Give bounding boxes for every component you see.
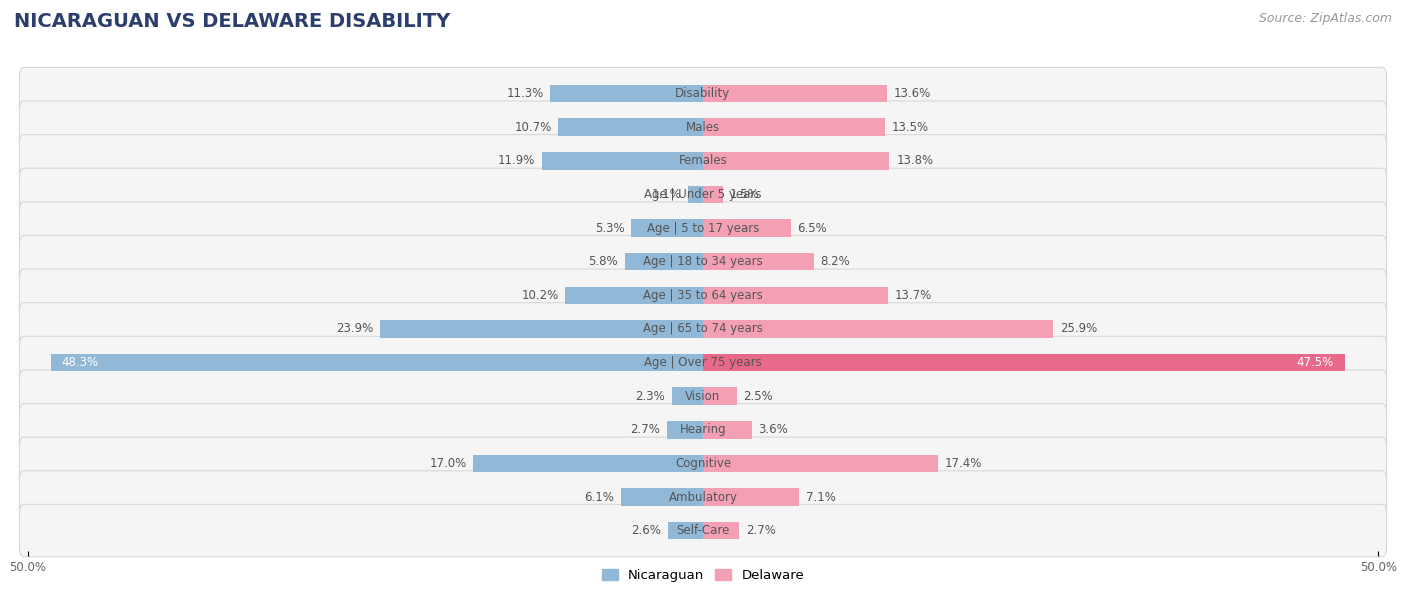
Text: 25.9%: 25.9% [1060,323,1097,335]
Text: Age | 18 to 34 years: Age | 18 to 34 years [643,255,763,268]
Bar [550,85,703,102]
FancyBboxPatch shape [20,101,1386,154]
FancyBboxPatch shape [20,202,1386,255]
Bar [703,455,938,472]
Text: Age | 35 to 64 years: Age | 35 to 64 years [643,289,763,302]
Bar [543,152,703,170]
Text: 17.0%: 17.0% [429,457,467,470]
Text: 5.3%: 5.3% [595,222,624,234]
Bar [703,387,737,405]
Bar [51,354,703,371]
Text: 13.5%: 13.5% [893,121,929,134]
Text: Age | 5 to 17 years: Age | 5 to 17 years [647,222,759,234]
Bar [703,488,799,506]
FancyBboxPatch shape [20,337,1386,389]
Bar [631,219,703,237]
Bar [558,119,703,136]
Bar [703,85,887,102]
Text: Males: Males [686,121,720,134]
Text: Vision: Vision [685,390,721,403]
Text: 2.7%: 2.7% [747,524,776,537]
FancyBboxPatch shape [20,504,1386,557]
Text: Age | Over 75 years: Age | Over 75 years [644,356,762,369]
Text: 8.2%: 8.2% [821,255,851,268]
Text: 3.6%: 3.6% [758,424,789,436]
Text: 6.5%: 6.5% [797,222,827,234]
Text: 2.5%: 2.5% [744,390,773,403]
Text: 2.7%: 2.7% [630,424,659,436]
Text: 7.1%: 7.1% [806,490,835,504]
Text: Cognitive: Cognitive [675,457,731,470]
Legend: Nicaraguan, Delaware: Nicaraguan, Delaware [596,564,810,587]
FancyBboxPatch shape [20,471,1386,523]
Text: 13.8%: 13.8% [896,154,934,167]
Text: 48.3%: 48.3% [62,356,98,369]
Bar [703,522,740,539]
Bar [703,253,814,271]
FancyBboxPatch shape [20,135,1386,187]
FancyBboxPatch shape [20,168,1386,221]
Text: 6.1%: 6.1% [583,490,614,504]
Bar [703,354,1344,371]
Bar [380,320,703,338]
Bar [688,185,703,203]
FancyBboxPatch shape [20,437,1386,490]
Bar [474,455,703,472]
Text: 11.3%: 11.3% [506,87,544,100]
Text: 2.6%: 2.6% [631,524,661,537]
Text: Hearing: Hearing [679,424,727,436]
Bar [703,119,886,136]
Bar [703,286,889,304]
Text: Ambulatory: Ambulatory [668,490,738,504]
Text: 1.5%: 1.5% [730,188,759,201]
FancyBboxPatch shape [20,269,1386,321]
Text: 1.1%: 1.1% [651,188,682,201]
Bar [565,286,703,304]
Bar [668,522,703,539]
Text: 17.4%: 17.4% [945,457,983,470]
Bar [703,185,723,203]
Text: 47.5%: 47.5% [1296,356,1334,369]
Text: Self-Care: Self-Care [676,524,730,537]
Text: Source: ZipAtlas.com: Source: ZipAtlas.com [1258,12,1392,25]
Text: NICARAGUAN VS DELAWARE DISABILITY: NICARAGUAN VS DELAWARE DISABILITY [14,12,450,31]
Bar [672,387,703,405]
Text: 5.8%: 5.8% [588,255,617,268]
Text: 11.9%: 11.9% [498,154,536,167]
Text: 10.2%: 10.2% [522,289,558,302]
FancyBboxPatch shape [20,236,1386,288]
Bar [703,152,890,170]
Text: 13.7%: 13.7% [894,289,932,302]
Bar [703,320,1053,338]
FancyBboxPatch shape [20,370,1386,422]
Bar [703,421,752,439]
Text: Age | Under 5 years: Age | Under 5 years [644,188,762,201]
Bar [666,421,703,439]
Text: Females: Females [679,154,727,167]
Bar [620,488,703,506]
Bar [703,219,790,237]
Text: 2.3%: 2.3% [636,390,665,403]
FancyBboxPatch shape [20,403,1386,456]
FancyBboxPatch shape [20,303,1386,355]
Text: 13.6%: 13.6% [893,87,931,100]
FancyBboxPatch shape [20,67,1386,120]
Bar [624,253,703,271]
Text: Disability: Disability [675,87,731,100]
Text: 23.9%: 23.9% [336,323,374,335]
Text: 10.7%: 10.7% [515,121,551,134]
Text: Age | 65 to 74 years: Age | 65 to 74 years [643,323,763,335]
